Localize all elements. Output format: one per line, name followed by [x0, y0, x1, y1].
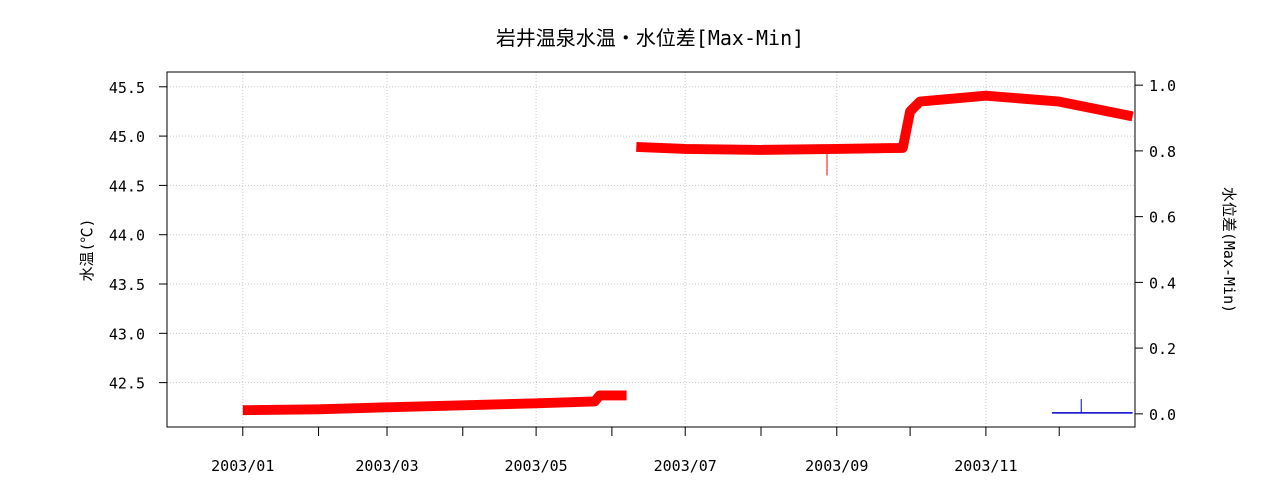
series-line: [636, 90, 1134, 155]
x-tick-label: 2003/01: [211, 457, 274, 475]
y-axis-label: 水温(℃): [78, 218, 96, 281]
grid: [167, 72, 1135, 427]
x-tick-label: 2003/05: [505, 457, 568, 475]
y-tick-label: 43.0: [109, 325, 145, 343]
y2-tick-label: 0.6: [1149, 209, 1176, 227]
series-line: [242, 390, 627, 416]
x-tick-label: 2003/07: [654, 457, 717, 475]
x-tick-label: 2003/03: [355, 457, 418, 475]
y2-tick-label: 0.4: [1149, 274, 1176, 292]
y-tick-label: 42.5: [109, 375, 145, 393]
x-tick-label: 2003/09: [805, 457, 868, 475]
x-tick-label: 2003/11: [954, 457, 1017, 475]
y-tick-label: 45.5: [109, 79, 145, 97]
axes: 2003/01 2003/03 2003/05 2003/07 2003/09 2003/…: [109, 77, 1176, 475]
y2-axis-label: 水位差(Max-Min): [1220, 187, 1238, 313]
data-marks: [242, 90, 1134, 416]
y-tick-label: 44.0: [109, 227, 145, 245]
plot-frame: [166, 71, 1136, 428]
chart-title: 岩井温泉水温・水位差[Max-Min]: [496, 26, 804, 50]
y-tick-label: 43.5: [109, 276, 145, 294]
y-tick-label: 44.5: [109, 177, 145, 195]
y2-tick-label: 0.0: [1149, 406, 1176, 424]
y2-tick-label: 1.0: [1149, 77, 1176, 95]
y2-tick-label: 0.8: [1149, 143, 1176, 161]
y2-tick-label: 0.2: [1149, 340, 1176, 358]
y-tick-label: 45.0: [109, 128, 145, 146]
